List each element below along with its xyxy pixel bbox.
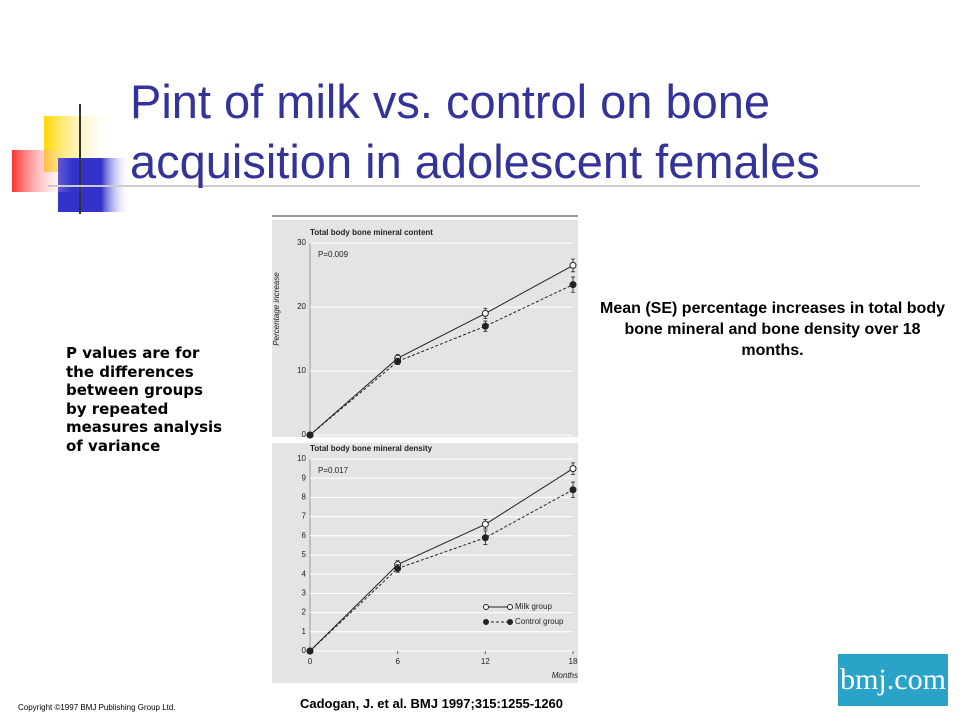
- data-point: [569, 281, 577, 289]
- y-tick-label: 4: [302, 569, 307, 578]
- series-line: [309, 489, 574, 652]
- annotation: P=0.009: [318, 250, 349, 259]
- legend-marker: [507, 619, 513, 625]
- y-tick-label: 7: [302, 512, 307, 521]
- series-line: [309, 468, 574, 652]
- x-tick-label: 12: [481, 657, 490, 666]
- legend-marker: [507, 604, 513, 610]
- y-tick-label: 5: [302, 550, 307, 559]
- y-tick-label: 8: [302, 493, 307, 502]
- data-point: [394, 357, 402, 365]
- data-point: [569, 465, 577, 473]
- chart-title: Total body bone mineral content: [310, 228, 433, 237]
- series-line: [309, 264, 574, 436]
- y-axis-label: Percentage increase: [272, 272, 281, 346]
- data-point: [481, 520, 489, 528]
- x-tick-label: 0: [308, 657, 313, 666]
- y-tick-label: 2: [302, 608, 307, 617]
- y-tick-label: 3: [302, 589, 307, 598]
- note: P values are for the differences between…: [66, 344, 223, 455]
- y-tick-label: 6: [302, 531, 307, 540]
- y-tick-label: 10: [297, 366, 306, 375]
- data-point: [306, 647, 314, 655]
- legend-label: Control group: [515, 617, 564, 626]
- panel: [272, 443, 578, 683]
- legend-marker: [483, 604, 489, 610]
- y-tick-label: 0: [302, 646, 307, 655]
- series-line: [309, 284, 574, 436]
- data-point: [569, 261, 577, 269]
- legend-label: Milk group: [515, 602, 552, 611]
- title: Pint of milk vs. control on bone acquisi…: [130, 75, 820, 188]
- logo: bmj.com: [838, 654, 948, 706]
- data-point: [306, 431, 314, 439]
- x-tick-label: 6: [395, 657, 400, 666]
- x-axis-label: Months: [552, 671, 578, 680]
- y-tick-label: 9: [302, 473, 307, 482]
- data-point: [481, 309, 489, 317]
- copyright: Copyright ©1997 BMJ Publishing Group Ltd…: [18, 703, 176, 712]
- y-tick-label: 0: [302, 430, 307, 439]
- x-tick-label: 18: [569, 657, 578, 666]
- data-point: [481, 322, 489, 330]
- y-tick-label: 1: [302, 627, 307, 636]
- panel: [272, 220, 578, 437]
- data-point: [569, 486, 577, 494]
- chart-title: Total body bone mineral density: [310, 444, 433, 453]
- annotation: P=0.017: [318, 466, 349, 475]
- data-point: [481, 534, 489, 542]
- data-point: [394, 564, 402, 572]
- y-tick-label: 30: [297, 238, 306, 247]
- legend-marker: [483, 619, 489, 625]
- citation: Cadogan, J. et al. BMJ 1997;315:1255-126…: [300, 696, 564, 711]
- caption: Mean (SE) percentage increases in total …: [600, 300, 945, 359]
- y-tick-label: 20: [297, 302, 306, 311]
- y-tick-label: 10: [297, 454, 306, 463]
